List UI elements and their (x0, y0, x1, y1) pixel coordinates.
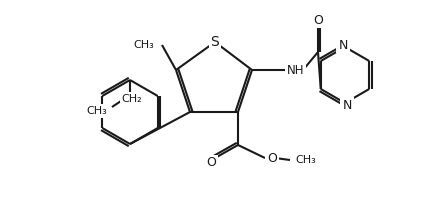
Text: CH₃: CH₃ (86, 106, 107, 116)
Text: S: S (210, 35, 219, 49)
Text: CH₃: CH₃ (294, 155, 315, 165)
Text: N: N (337, 38, 347, 51)
Text: O: O (266, 151, 276, 165)
Text: O: O (312, 13, 322, 27)
Text: CH₂: CH₂ (121, 94, 142, 104)
Text: O: O (206, 156, 216, 169)
Text: N: N (342, 98, 351, 111)
Text: NH: NH (286, 64, 304, 76)
Text: CH₃: CH₃ (133, 40, 154, 50)
